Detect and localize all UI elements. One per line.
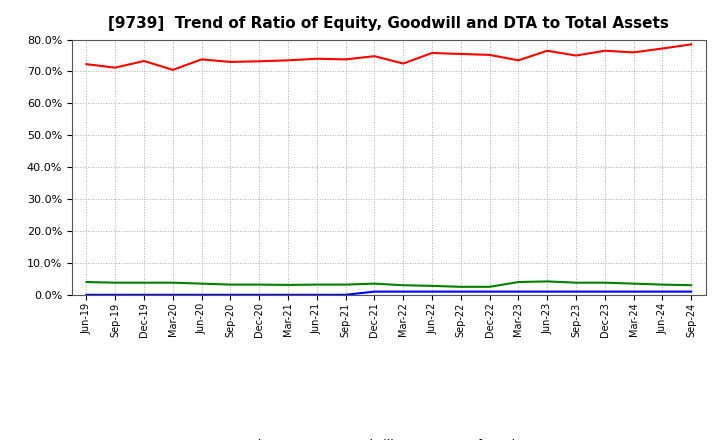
Equity bbox=[629, 50, 638, 55]
Deferred Tax Assets bbox=[82, 279, 91, 285]
Equity bbox=[226, 59, 235, 65]
Goodwill bbox=[111, 292, 120, 297]
Goodwill bbox=[629, 289, 638, 294]
Goodwill bbox=[197, 292, 206, 297]
Equity bbox=[111, 65, 120, 70]
Equity bbox=[543, 48, 552, 53]
Title: [9739]  Trend of Ratio of Equity, Goodwill and DTA to Total Assets: [9739] Trend of Ratio of Equity, Goodwil… bbox=[109, 16, 669, 32]
Equity bbox=[399, 61, 408, 66]
Deferred Tax Assets bbox=[428, 283, 436, 289]
Deferred Tax Assets bbox=[255, 282, 264, 287]
Equity bbox=[168, 67, 177, 73]
Equity bbox=[428, 50, 436, 55]
Goodwill bbox=[168, 292, 177, 297]
Equity bbox=[197, 57, 206, 62]
Goodwill bbox=[255, 292, 264, 297]
Deferred Tax Assets bbox=[284, 282, 292, 288]
Equity bbox=[600, 48, 609, 53]
Deferred Tax Assets bbox=[111, 280, 120, 285]
Deferred Tax Assets bbox=[543, 279, 552, 284]
Deferred Tax Assets bbox=[399, 282, 408, 288]
Deferred Tax Assets bbox=[140, 280, 148, 285]
Equity bbox=[658, 46, 667, 51]
Goodwill bbox=[600, 289, 609, 294]
Goodwill bbox=[687, 289, 696, 294]
Goodwill bbox=[140, 292, 148, 297]
Equity bbox=[140, 59, 148, 64]
Deferred Tax Assets bbox=[658, 282, 667, 287]
Equity bbox=[284, 58, 292, 63]
Goodwill bbox=[284, 292, 292, 297]
Equity bbox=[572, 53, 580, 58]
Deferred Tax Assets bbox=[456, 284, 465, 290]
Goodwill bbox=[226, 292, 235, 297]
Deferred Tax Assets bbox=[514, 279, 523, 285]
Deferred Tax Assets bbox=[312, 282, 321, 287]
Goodwill bbox=[370, 289, 379, 294]
Deferred Tax Assets bbox=[197, 281, 206, 286]
Goodwill bbox=[658, 289, 667, 294]
Equity bbox=[255, 59, 264, 64]
Deferred Tax Assets bbox=[226, 282, 235, 287]
Equity bbox=[341, 57, 350, 62]
Equity bbox=[456, 51, 465, 57]
Goodwill bbox=[312, 292, 321, 297]
Deferred Tax Assets bbox=[687, 282, 696, 288]
Goodwill bbox=[428, 289, 436, 294]
Goodwill bbox=[341, 292, 350, 297]
Equity bbox=[82, 62, 91, 67]
Deferred Tax Assets bbox=[629, 281, 638, 286]
Goodwill bbox=[456, 289, 465, 294]
Equity bbox=[514, 58, 523, 63]
Goodwill bbox=[514, 289, 523, 294]
Equity bbox=[687, 42, 696, 47]
Legend: Equity, Goodwill, Deferred Tax Assets: Equity, Goodwill, Deferred Tax Assets bbox=[188, 434, 590, 440]
Goodwill bbox=[543, 289, 552, 294]
Deferred Tax Assets bbox=[572, 280, 580, 285]
Equity bbox=[312, 56, 321, 61]
Deferred Tax Assets bbox=[600, 280, 609, 285]
Deferred Tax Assets bbox=[370, 281, 379, 286]
Goodwill bbox=[82, 292, 91, 297]
Goodwill bbox=[399, 289, 408, 294]
Goodwill bbox=[572, 289, 580, 294]
Equity bbox=[485, 52, 494, 58]
Equity bbox=[370, 54, 379, 59]
Deferred Tax Assets bbox=[485, 284, 494, 290]
Line: Goodwill: Goodwill bbox=[86, 292, 691, 295]
Goodwill bbox=[485, 289, 494, 294]
Line: Equity: Equity bbox=[86, 44, 691, 70]
Deferred Tax Assets bbox=[341, 282, 350, 287]
Deferred Tax Assets bbox=[168, 280, 177, 285]
Line: Deferred Tax Assets: Deferred Tax Assets bbox=[86, 282, 691, 287]
